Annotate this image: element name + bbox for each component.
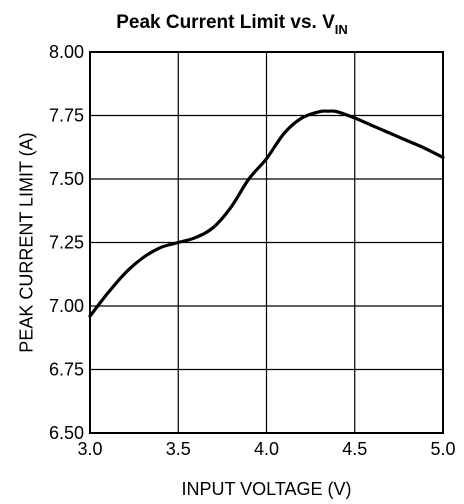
series-line bbox=[88, 109, 445, 318]
x-tick-label: 4.0 bbox=[254, 439, 279, 459]
x-tick-label: 3.5 bbox=[166, 439, 191, 459]
x-tick-label: 5.0 bbox=[430, 439, 455, 459]
chart-title-subscript: IN bbox=[335, 22, 348, 37]
chart-title-main: Peak Current Limit vs. V bbox=[116, 12, 335, 33]
y-tick-label: 7.75 bbox=[49, 106, 84, 126]
y-axis-label: PEAK CURRENT LIMIT (A) bbox=[16, 132, 36, 352]
tick-layer: 3.0 3.5 4.0 4.5 5.0 6.50 6.75 7.00 7.25 7.50 7.75 8… bbox=[49, 42, 456, 459]
y-tick-label: 7.00 bbox=[49, 296, 84, 316]
x-tick-label: 4.5 bbox=[342, 439, 367, 459]
curve-layer bbox=[88, 109, 445, 318]
y-tick-label: 7.50 bbox=[49, 169, 84, 189]
y-tick-label: 7.25 bbox=[49, 233, 84, 253]
plot-frame bbox=[89, 51, 444, 434]
y-tick-label: 8.00 bbox=[49, 42, 84, 62]
grid-layer bbox=[90, 52, 443, 433]
y-tick-label: 6.75 bbox=[49, 360, 84, 380]
y-tick-label: 6.50 bbox=[49, 423, 84, 443]
x-tick-label: 3.0 bbox=[77, 439, 102, 459]
chart-title: Peak Current Limit vs. VIN bbox=[116, 12, 348, 37]
x-axis-label: INPUT VOLTAGE (V) bbox=[181, 479, 351, 499]
